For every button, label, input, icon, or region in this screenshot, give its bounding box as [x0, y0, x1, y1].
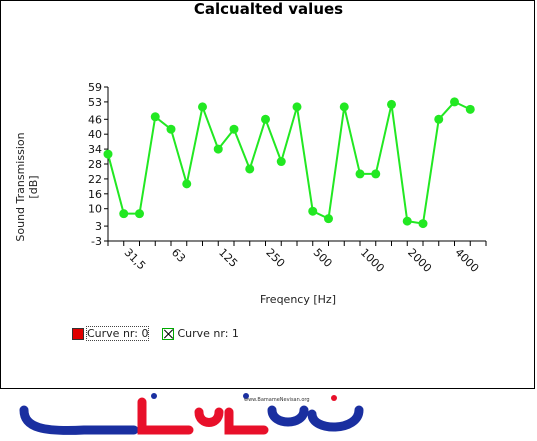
- x-tick-label: 250: [263, 246, 287, 270]
- data-point: [339, 102, 349, 112]
- y-tick-label: 22: [88, 173, 102, 186]
- data-point: [150, 112, 160, 122]
- chart-plot: -3 3 10 16 22 28 34 40 46 53 59 31,5 63 125 250 500 1000…: [88, 81, 487, 275]
- x-tick-label: 2000: [405, 246, 434, 275]
- legend-label-curve-1: Curve nr: 1: [177, 327, 239, 340]
- data-point: [371, 169, 381, 179]
- chart-title: Calcualted values: [193, 0, 344, 18]
- data-point: [434, 114, 444, 124]
- data-point: [198, 102, 207, 112]
- data-point: [213, 144, 223, 154]
- data-point: [182, 179, 192, 189]
- data-point: [450, 97, 459, 107]
- y-tick-label: 10: [88, 203, 102, 216]
- data-point: [119, 209, 129, 219]
- data-point: [135, 209, 144, 219]
- data-point: [261, 114, 270, 124]
- series-line-curve-1: [107, 100, 471, 225]
- data-point: [465, 104, 475, 114]
- y-tick-label: 34: [88, 143, 102, 156]
- y-tick-label: -3: [91, 235, 102, 248]
- y-axis-label: Sound Transmission [dB]: [14, 132, 40, 242]
- data-point: [166, 124, 176, 134]
- data-point: [402, 216, 412, 226]
- data-point: [292, 102, 302, 112]
- x-tick-label: 500: [311, 246, 335, 270]
- data-point: [229, 124, 239, 134]
- data-point: [245, 164, 255, 174]
- legend-label-curve-0: Curve nr: 0: [85, 326, 150, 341]
- chart-legend: Curve nr: 0 Curve nr: 1: [72, 326, 239, 341]
- x-tick-label: 31,5: [122, 246, 149, 273]
- data-point: [276, 157, 286, 167]
- y-tick-label: 53: [88, 96, 102, 109]
- y-tick-label: 59: [88, 81, 102, 94]
- data-point: [355, 169, 365, 179]
- y-tick-label: 16: [88, 188, 102, 201]
- brand-logo: www.BamameNevisan.org: [19, 393, 364, 435]
- x-tick-label: 125: [216, 246, 240, 270]
- y-tick-label: 40: [88, 128, 102, 141]
- x-tick-label: 63: [169, 246, 188, 265]
- x-tick-label: 4000: [452, 246, 481, 275]
- data-point: [103, 149, 113, 159]
- legend-item-curve-1[interactable]: Curve nr: 1: [162, 327, 239, 340]
- logo-url-text: www.BamameNevisan.org: [244, 397, 310, 403]
- chart-frame: [0, 0, 535, 389]
- legend-item-curve-0[interactable]: Curve nr: 0: [72, 326, 150, 341]
- y-tick-label: 28: [88, 158, 102, 171]
- x-axis-label: Freqency [Hz]: [260, 293, 336, 306]
- data-point: [324, 214, 333, 224]
- data-point: [418, 219, 428, 229]
- data-point: [387, 99, 396, 109]
- data-point: [308, 206, 318, 216]
- legend-checkbox-curve-1[interactable]: [162, 327, 175, 340]
- y-tick-label: 46: [88, 113, 102, 126]
- legend-swatch-curve-0: [72, 327, 84, 340]
- y-tick-label: 3: [95, 220, 102, 233]
- x-tick-label: 1000: [358, 246, 387, 275]
